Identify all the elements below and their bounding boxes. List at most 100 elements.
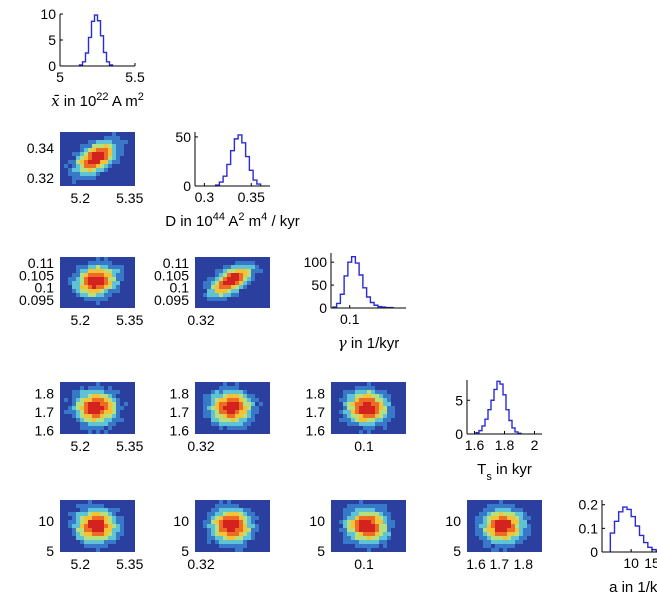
density-cell [367, 536, 371, 540]
density-cell [243, 265, 247, 269]
density-cell [104, 540, 108, 544]
density-cell [211, 285, 215, 289]
axis-label-part: 4 [261, 211, 267, 223]
density-cell [92, 160, 96, 164]
density-cell [84, 144, 88, 148]
density-cell [379, 532, 383, 536]
density-cell [88, 261, 92, 265]
density-cell [387, 528, 391, 532]
density-cell [80, 406, 84, 410]
density-cell [84, 540, 88, 544]
density-cell [116, 140, 120, 144]
density-cell [80, 422, 84, 426]
density-cell [80, 394, 84, 398]
density-cell [215, 406, 219, 410]
density-cell [235, 289, 239, 293]
density-cell [391, 410, 395, 414]
density-cell [235, 414, 239, 418]
density-cell [251, 516, 255, 520]
density-cell [363, 402, 367, 406]
x-tick-label: 1.7 [490, 556, 510, 572]
density-cell [347, 516, 351, 520]
density-cell [343, 406, 347, 410]
density-cell [359, 536, 363, 540]
density-cell [203, 398, 207, 402]
density-cell [84, 281, 88, 285]
density-cell [351, 520, 355, 524]
density-cell [351, 394, 355, 398]
density-cell [251, 524, 255, 528]
density-cell [359, 524, 363, 528]
density-cell [495, 504, 499, 508]
density-cell [227, 500, 231, 504]
density-cell [112, 148, 116, 152]
density-cell [387, 516, 391, 520]
density-cell [359, 414, 363, 418]
density-cell [371, 508, 375, 512]
density-cell [247, 512, 251, 516]
density-cell [84, 528, 88, 532]
density-cell [80, 281, 84, 285]
density-panel: 5.2 5.35 10 5 [38, 500, 144, 572]
density-cell [383, 402, 387, 406]
density-cell [100, 418, 104, 422]
density-cell [235, 422, 239, 426]
density-cell [231, 528, 235, 532]
density-cell [347, 512, 351, 516]
density-cell [515, 528, 519, 532]
density-cell [88, 164, 92, 168]
density-cell [343, 516, 347, 520]
density-cell [499, 504, 503, 508]
density-cell [363, 520, 367, 524]
y-tick-label: 0.1 [579, 520, 599, 536]
density-cell [367, 398, 371, 402]
density-cell [203, 406, 207, 410]
density-cell [235, 265, 239, 269]
density-cell [231, 532, 235, 536]
density-cell [80, 265, 84, 269]
density-cell [84, 160, 88, 164]
x-tick-label: 1.6 [466, 556, 486, 572]
density-cell [383, 532, 387, 536]
density-cell [247, 261, 251, 265]
density-cell [84, 508, 88, 512]
density-cell [68, 277, 72, 281]
density-cell [92, 269, 96, 273]
density-cell [112, 528, 116, 532]
axis-label-D: D in 1044 A2 m4 / kyr [165, 211, 300, 230]
density-cell [239, 390, 243, 394]
density-cell [367, 512, 371, 516]
density-cell [495, 528, 499, 532]
axis-label-Ts: Ts in kyr [477, 461, 532, 483]
density-cell [80, 532, 84, 536]
density-cell [104, 156, 108, 160]
density-cell [100, 148, 104, 152]
density-cell [76, 176, 80, 180]
density-cell [84, 390, 88, 394]
density-cell [96, 156, 100, 160]
density-cell [76, 520, 80, 524]
density-cell [108, 402, 112, 406]
density-cell [92, 277, 96, 281]
density-cell [96, 140, 100, 144]
x-tick-label: 5.2 [71, 556, 91, 572]
density-cell [247, 394, 251, 398]
density-cell [100, 540, 104, 544]
density-cell [100, 144, 104, 148]
density-cell [383, 390, 387, 394]
density-cell [223, 520, 227, 524]
density-cell [491, 532, 495, 536]
density-cell [104, 516, 108, 520]
density-panel: 5.2 5.35 1.8 1.7 1.6 [35, 382, 144, 454]
density-cell [339, 398, 343, 402]
density-cell [215, 532, 219, 536]
density-cell [375, 414, 379, 418]
density-cell [363, 540, 367, 544]
density-cell [507, 516, 511, 520]
density-cell [347, 406, 351, 410]
density-cell [383, 520, 387, 524]
density-cell [88, 500, 92, 504]
density-cell [363, 516, 367, 520]
